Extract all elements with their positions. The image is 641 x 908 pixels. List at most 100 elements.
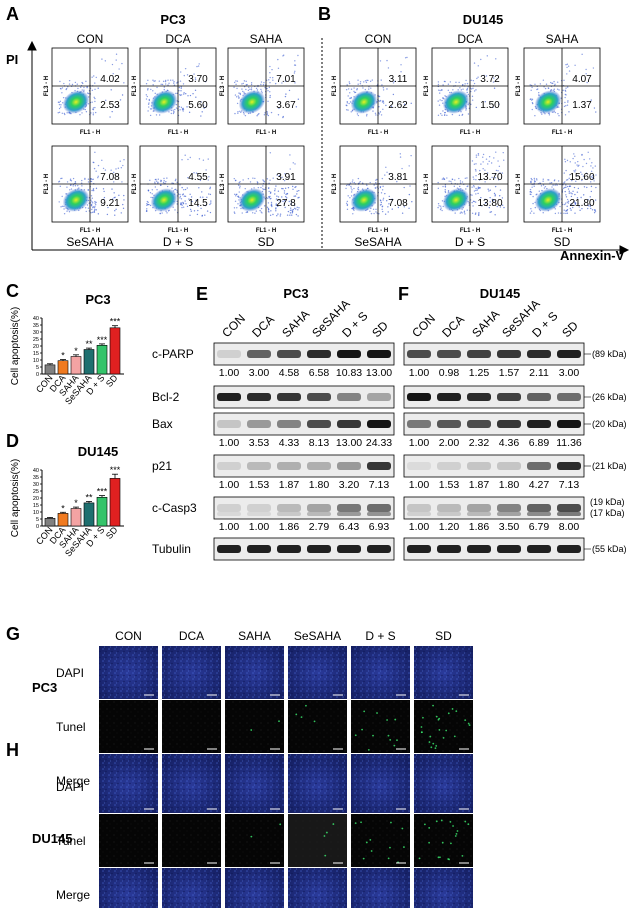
wb-ratio: 1.00 <box>409 437 430 449</box>
wb-kda-label: (17 kDa) <box>590 508 625 518</box>
wb-band <box>497 545 521 553</box>
flow-fl1-label: FL1 - H <box>80 228 100 234</box>
wb-ratio: 6.79 <box>529 521 550 533</box>
wb-protein-label-2: Bax <box>152 417 173 431</box>
bar-du145-4 <box>96 496 108 527</box>
micro-image-du145-merge-3 <box>288 868 347 908</box>
wb-band <box>467 420 491 428</box>
wb-ratio: 13.00 <box>366 367 392 379</box>
bar-ytick: 35 <box>33 475 39 481</box>
wb-lane-label-du145-1: DCA <box>439 312 467 340</box>
wb-ratio: 6.93 <box>369 521 390 533</box>
wb-band <box>277 545 301 553</box>
flow-fl3-label: FL3 - H <box>424 76 430 96</box>
bar-du145-5 <box>109 478 121 527</box>
micro-column-label-4: D + S <box>365 629 395 643</box>
flow-title-du145: DU145 <box>463 12 503 27</box>
wb-band <box>407 350 431 358</box>
flow-value-lower: 14.5 <box>188 198 208 209</box>
micro-image-pc3-tunel-1 <box>162 700 221 753</box>
wb-band <box>337 350 361 358</box>
wb-ratio: 1.57 <box>499 367 520 379</box>
bar-du145-3 <box>83 502 95 527</box>
wb-ratio: 1.86 <box>279 521 300 533</box>
wb-ratio: 2.32 <box>469 437 490 449</box>
flow-axis-y-label: PI <box>6 52 18 67</box>
flow-group-label-pc3-3: SeSAHA <box>66 235 113 249</box>
wb-protein-label-4: c-Casp3 <box>152 501 197 515</box>
flow-fl1-label: FL1 - H <box>168 228 188 234</box>
wb-ratio: 1.53 <box>249 479 270 491</box>
flow-group-label-du145-3: SeSAHA <box>354 235 401 249</box>
flow-group-label-pc3-0: CON <box>77 32 104 46</box>
wb-ratio: 3.20 <box>339 479 360 491</box>
panel-letter-b: B <box>318 4 331 24</box>
flow-value-upper: 3.91 <box>276 172 296 183</box>
panel-letter-e: E <box>196 284 208 304</box>
wb-band <box>307 462 331 470</box>
wb-band <box>407 545 431 553</box>
wb-ratio: 2.00 <box>439 437 460 449</box>
wb-ratio: 2.79 <box>309 521 330 533</box>
micro-image-du145-merge-4 <box>351 868 410 908</box>
wb-ratio: 11.36 <box>556 437 582 449</box>
wb-band <box>497 420 521 428</box>
bar-ytick: 0 <box>36 524 39 530</box>
wb-ratio: 7.13 <box>559 479 580 491</box>
flow-plots: CON DCA SAHA SeSAHA D + S SD 4.02 2.53 FL3 - H FL… <box>44 32 601 249</box>
bar-ytick: 20 <box>33 344 39 350</box>
flow-axis-x-label: Annexin-V <box>560 248 625 263</box>
wb-band <box>407 462 431 470</box>
wb-ratio: 4.33 <box>279 437 300 449</box>
flow-value-upper: 4.02 <box>100 74 120 85</box>
wb-ratio: 1.00 <box>409 367 430 379</box>
panel-letter-a: A <box>6 4 19 24</box>
wb-ratio: 10.83 <box>336 367 362 379</box>
wb-band <box>337 393 361 401</box>
micro-image-du145-merge-0 <box>99 868 158 908</box>
bar-ytick: 0 <box>36 372 39 378</box>
micro-image-du145-dapi-3 <box>288 760 347 813</box>
wb-band <box>307 420 331 428</box>
wb-band <box>217 545 241 553</box>
wb-ratio: 1.80 <box>499 479 520 491</box>
bar-ytick: 15 <box>33 503 39 509</box>
wb-band <box>277 462 301 470</box>
micro-image-du145-dapi-0 <box>99 760 158 813</box>
panel-letter-h: H <box>6 740 19 760</box>
micro-column-label-3: SeSAHA <box>294 629 341 643</box>
micro-image-du145-tunel-3 <box>288 814 347 867</box>
flow-value-upper: 13.70 <box>477 172 502 183</box>
flow-fl1-label: FL1 - H <box>256 228 276 234</box>
bar-significance: * <box>61 503 65 513</box>
wb-band <box>367 462 391 470</box>
wb-ratio: 1.00 <box>219 367 240 379</box>
wb-ratio: 4.36 <box>499 437 520 449</box>
bar-category-label: SD <box>104 524 120 540</box>
bar-du145-1 <box>57 513 69 527</box>
wb-band <box>337 462 361 470</box>
flow-group-label-du145-2: SAHA <box>546 32 579 46</box>
wb-lane-label-du145-0: CON <box>409 311 438 340</box>
wb-ratio: 1.80 <box>309 479 330 491</box>
wb-ratio: 7.13 <box>369 479 390 491</box>
micro-image-pc3-dapi-1 <box>162 646 221 699</box>
micro-image-pc3-dapi-0 <box>99 646 158 699</box>
wb-band <box>437 545 461 553</box>
wb-band <box>277 504 301 512</box>
wb-band <box>557 420 581 428</box>
flow-value-upper: 4.07 <box>572 74 592 85</box>
micro-image-du145-tunel-4 <box>351 814 410 867</box>
bar-ytick: 40 <box>33 316 39 322</box>
bar-pc3-4 <box>96 344 108 375</box>
micro-column-label-1: DCA <box>179 629 204 643</box>
wb-title-pc3: PC3 <box>283 286 308 301</box>
bar-pc3-2 <box>70 356 82 375</box>
wb-lane-label-du145-5: SD <box>559 318 581 340</box>
bar-ytick: 35 <box>33 323 39 329</box>
flow-fl3-label: FL3 - H <box>44 174 50 194</box>
bar-ylabel-du145: Cell apoptosis(%) <box>10 459 21 537</box>
